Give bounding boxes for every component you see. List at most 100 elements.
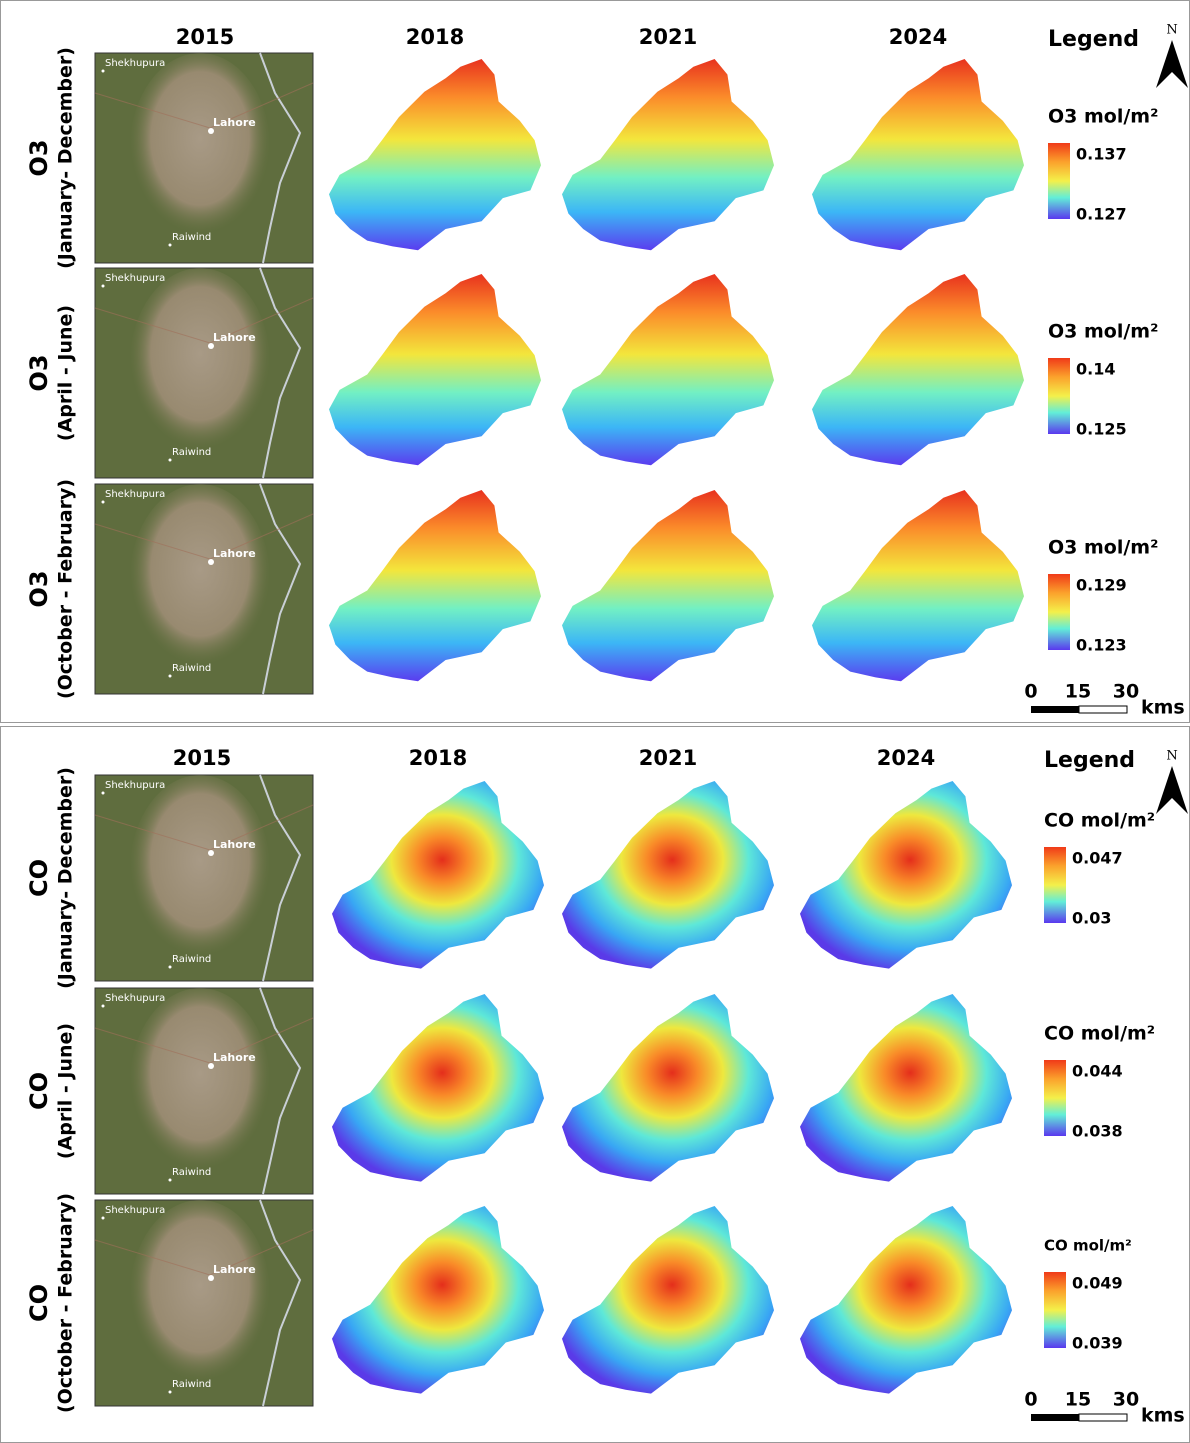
concentration-map xyxy=(562,274,774,466)
place-label: Raiwind xyxy=(172,663,211,674)
place-label: Raiwind xyxy=(172,1167,211,1178)
scale-tick: 0 xyxy=(1024,681,1037,703)
satellite-map: Shekhupura Lahore Raiwind xyxy=(94,267,314,479)
place-label: Shekhupura xyxy=(105,273,165,284)
concentration-map xyxy=(329,59,541,251)
place-label: Shekhupura xyxy=(105,1205,165,1216)
place-label: Raiwind xyxy=(172,1379,211,1390)
concentration-map xyxy=(812,490,1024,682)
north-arrow xyxy=(1156,766,1188,814)
road xyxy=(94,804,314,851)
concentration-map xyxy=(800,1206,1012,1394)
place-label: Raiwind xyxy=(172,447,211,458)
concentration-map xyxy=(332,781,544,969)
year-label: 2024 xyxy=(889,25,947,49)
legend-max: 0.137 xyxy=(1076,145,1127,164)
concentration-map xyxy=(562,994,774,1182)
legend-unit: O3 mol/m² xyxy=(1048,321,1158,343)
road xyxy=(94,1229,314,1276)
urban-area xyxy=(130,268,270,458)
place-dot xyxy=(168,458,172,462)
year-label: 2024 xyxy=(877,746,935,770)
satellite-map: Shekhupura Lahore Raiwind xyxy=(94,987,314,1195)
legend-unit: CO mol/m² xyxy=(1044,1023,1155,1045)
place-dot xyxy=(101,500,105,504)
place-label: Lahore xyxy=(213,116,256,129)
year-label: 2018 xyxy=(406,25,464,49)
place-label: Shekhupura xyxy=(105,489,165,500)
road xyxy=(94,1017,314,1064)
row-pollutant: CO xyxy=(25,1284,53,1322)
place-dot xyxy=(208,343,214,349)
urban-area xyxy=(130,484,270,674)
place-label: Shekhupura xyxy=(105,993,165,1004)
color-ramp xyxy=(1048,574,1070,650)
urban-area xyxy=(130,1200,270,1390)
place-dot xyxy=(168,1390,172,1394)
urban-area xyxy=(130,53,270,243)
border-line xyxy=(259,52,302,264)
concentration-map xyxy=(800,781,1012,969)
place-dot xyxy=(208,1063,214,1069)
place-dot xyxy=(101,1216,105,1220)
place-label: Lahore xyxy=(213,331,256,344)
color-ramp xyxy=(1048,143,1070,219)
satellite-map: Shekhupura Lahore Raiwind xyxy=(94,1199,314,1407)
year-label: 2015 xyxy=(173,746,231,770)
place-label: Lahore xyxy=(213,547,256,560)
year-label: 2021 xyxy=(639,25,697,49)
scale-tick: 15 xyxy=(1065,681,1091,703)
north-arrow xyxy=(1156,40,1188,88)
legend-unit: CO mol/m² xyxy=(1044,810,1155,832)
concentration-map xyxy=(562,1206,774,1394)
border-line xyxy=(259,774,302,982)
satellite-map: Shekhupura Lahore Raiwind xyxy=(94,774,314,982)
legend-max: 0.049 xyxy=(1072,1274,1123,1293)
place-dot xyxy=(101,1004,105,1008)
place-dot xyxy=(168,965,172,969)
place-label: Lahore xyxy=(213,838,256,851)
place-dot xyxy=(208,128,214,134)
road xyxy=(94,82,314,129)
road xyxy=(94,297,314,344)
place-dot xyxy=(168,674,172,678)
legend-min: 0.038 xyxy=(1072,1122,1123,1141)
year-label: 2015 xyxy=(176,25,234,49)
legend-min: 0.123 xyxy=(1076,636,1127,655)
legend-min: 0.125 xyxy=(1076,420,1127,439)
place-label: Lahore xyxy=(213,1263,256,1276)
legend-unit: O3 mol/m² xyxy=(1048,106,1158,128)
north-label: N xyxy=(1166,749,1177,764)
legend-unit: CO mol/m² xyxy=(1044,1237,1132,1255)
satellite-map: Shekhupura Lahore Raiwind xyxy=(94,483,314,695)
legend-unit: O3 mol/m² xyxy=(1048,537,1158,559)
legend-min: 0.127 xyxy=(1076,205,1127,224)
concentration-map xyxy=(562,781,774,969)
legend-title: Legend xyxy=(1044,748,1135,773)
place-dot xyxy=(208,559,214,565)
row-period: (April - June) xyxy=(55,1023,77,1159)
satellite-map: Shekhupura Lahore Raiwind xyxy=(94,52,314,264)
place-dot xyxy=(168,243,172,247)
year-label: 2021 xyxy=(639,746,697,770)
border-line xyxy=(259,1199,302,1407)
legend-min: 0.03 xyxy=(1072,909,1111,928)
concentration-map xyxy=(332,994,544,1182)
concentration-map xyxy=(800,994,1012,1182)
place-label: Raiwind xyxy=(172,954,211,965)
place-dot xyxy=(101,791,105,795)
scale-bar-black xyxy=(1031,706,1079,713)
border-line xyxy=(259,483,302,695)
scale-unit: kms xyxy=(1141,697,1185,719)
color-ramp xyxy=(1048,358,1070,434)
road xyxy=(94,513,314,560)
legend-max: 0.044 xyxy=(1072,1062,1123,1081)
legend-max: 0.129 xyxy=(1076,576,1127,595)
concentration-map xyxy=(562,59,774,251)
place-label: Lahore xyxy=(213,1051,256,1064)
place-dot xyxy=(101,284,105,288)
year-label: 2018 xyxy=(409,746,467,770)
row-period: (October - February) xyxy=(55,1193,77,1413)
concentration-map xyxy=(562,490,774,682)
color-ramp xyxy=(1044,847,1066,923)
